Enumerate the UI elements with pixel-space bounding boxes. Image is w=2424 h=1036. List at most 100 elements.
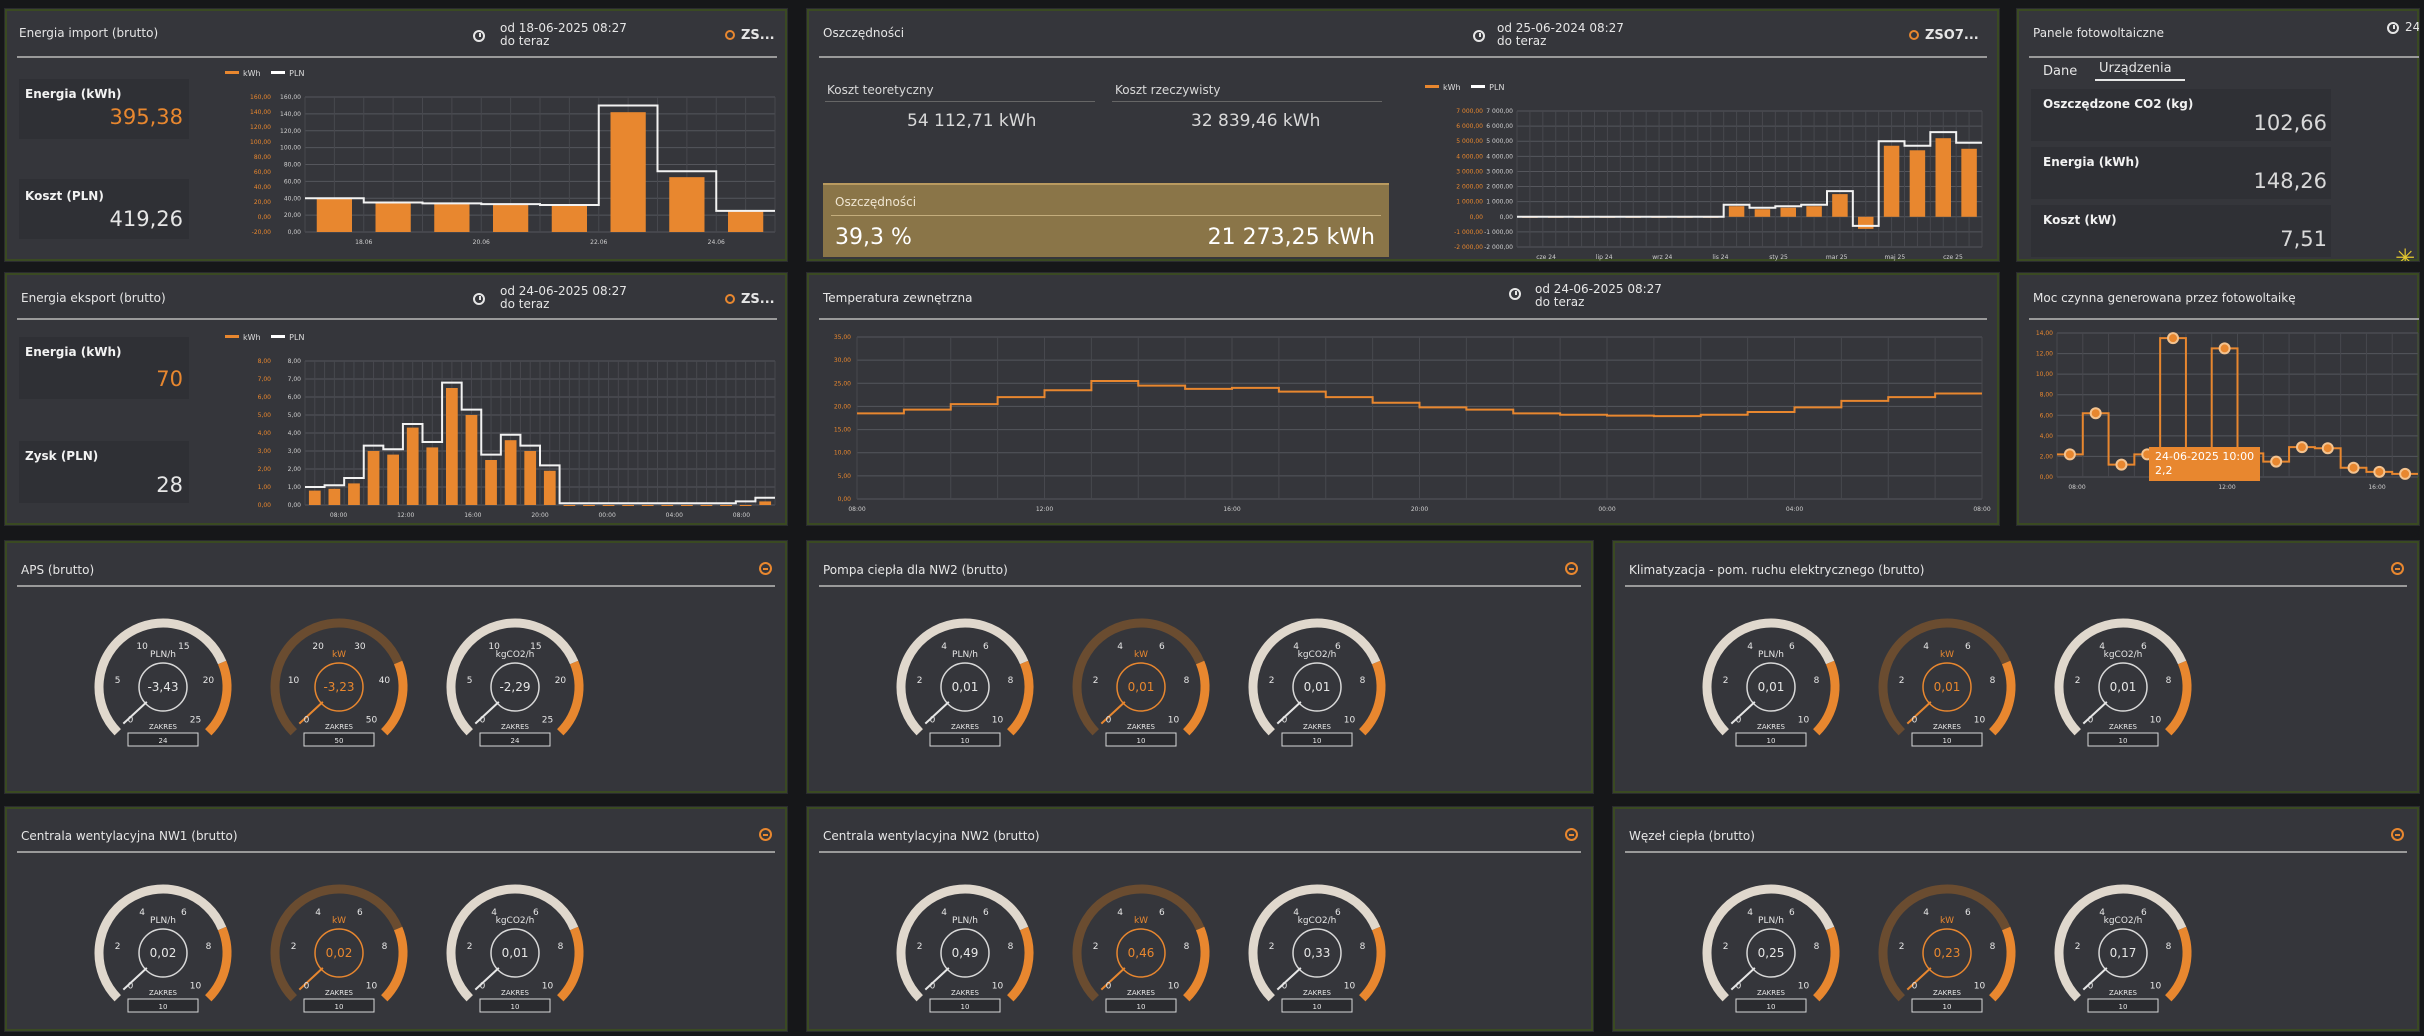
range-label: ZAKRES xyxy=(1933,723,1961,731)
y2-tick-label: 0,00 xyxy=(1470,214,1484,221)
gauge-tick-label: 10 xyxy=(190,982,202,992)
bar xyxy=(1961,148,1977,217)
gauge-tick-label: 8 xyxy=(206,942,212,952)
bar xyxy=(739,505,752,506)
divider xyxy=(819,318,1987,320)
gauge-needle xyxy=(1730,701,1756,725)
y2-tick-label: 6 000,00 xyxy=(1456,123,1483,130)
date-range[interactable]: od 24-06-2025 08:27 do teraz xyxy=(1535,282,1662,309)
gauge-tick-label: 4 xyxy=(315,908,321,918)
gauge-tick-label: 2 xyxy=(115,942,121,952)
date-range[interactable]: od 18-06-2025 08:27 do teraz xyxy=(500,21,627,48)
gauge-tick-label: 4 xyxy=(1747,908,1753,918)
energy-import-panel: Energia import (brutto) od 18-06-2025 08… xyxy=(4,8,788,262)
range-value: 10 xyxy=(1313,1003,1322,1011)
gauge-value: -3,23 xyxy=(323,680,354,694)
panel-options-icon[interactable] xyxy=(2391,562,2404,575)
gauge-tick-label: 15 xyxy=(530,642,541,652)
gauge-tick-label: 10 xyxy=(1798,716,1810,726)
sun-icon[interactable]: ✳ xyxy=(2395,244,2416,262)
gauge-tick-label: 2 xyxy=(2075,942,2081,952)
x-tick-label: mar 25 xyxy=(1826,254,1848,261)
chart-legend: kWh PLN xyxy=(217,69,304,78)
bar xyxy=(1728,206,1745,217)
y2-tick-label: -20,00 xyxy=(252,229,272,236)
gauge: 0 2 4 6 8 10 PLN/h 0,01 ZAKRES 10 xyxy=(1702,618,1840,747)
panel-title: Energia eksport (brutto) xyxy=(21,291,166,305)
divider xyxy=(1625,851,2407,853)
panel-options-icon[interactable] xyxy=(1565,562,1578,575)
y-tick-label: -1 000,00 xyxy=(1484,229,1513,236)
bar xyxy=(328,488,341,505)
gauge-value: 0,33 xyxy=(1304,946,1331,960)
metric-value: 395,38 xyxy=(109,105,183,129)
gauge-tick-label: 5 xyxy=(115,676,121,686)
actual-cost-label: Koszt rzeczywisty xyxy=(1115,83,1221,97)
y-tick-label: 7,00 xyxy=(288,376,302,383)
panel-options-icon[interactable] xyxy=(759,828,772,841)
energy-export-panel: Energia eksport (brutto) od 24-06-2025 0… xyxy=(4,272,788,526)
gauge: 0 5 10 15 20 25 PLN/h -3,43 ZAKRES 24 xyxy=(94,618,232,747)
device-tag[interactable]: ZS... xyxy=(725,28,775,43)
metric-card: Oszczędzone CO2 (kg) 102,66 xyxy=(2031,89,2331,141)
gauge-tick-label: 8 xyxy=(1008,942,1014,952)
gauge-center xyxy=(1292,662,1342,712)
panel-options-icon[interactable] xyxy=(1565,828,1578,841)
metric-label: Oszczędzone CO2 (kg) xyxy=(2043,97,2194,111)
panel-title: Moc czynna generowana przez fotowoltaikę xyxy=(2033,291,2296,305)
gauge-tick-label: 8 xyxy=(1990,676,1996,686)
gauge-warning-zone xyxy=(1358,660,1386,736)
y-tick-label: 40,00 xyxy=(284,195,301,202)
date-range[interactable]: od 25-06-2024 08:27 do teraz xyxy=(1497,21,1624,48)
gauge-tick-label: 10 xyxy=(1168,716,1180,726)
date-range[interactable]: od 24-06-2025 08:27 do teraz xyxy=(500,284,627,311)
device-tag[interactable]: ZSO7... xyxy=(1909,28,1979,43)
gauge-center xyxy=(1292,928,1342,978)
gauge-value: 0,02 xyxy=(326,946,353,960)
gauge-center xyxy=(314,928,364,978)
range-label: ZAKRES xyxy=(325,989,353,997)
tab-data[interactable]: Dane xyxy=(2043,64,2078,79)
gauge-tick-label: 0 xyxy=(480,716,486,726)
range-label: ZAKRES xyxy=(149,989,177,997)
gauge-track xyxy=(896,884,1029,1002)
y2-tick-label: 4,00 xyxy=(258,430,272,437)
range-value: 24 xyxy=(511,737,520,745)
gauge-warning-zone xyxy=(556,926,584,1002)
range-input xyxy=(303,732,375,747)
panel-options-icon[interactable] xyxy=(759,562,772,575)
gauge-unit: PLN/h xyxy=(952,916,978,926)
device-icon xyxy=(725,30,735,40)
range-label: ZAKRES xyxy=(1757,723,1785,731)
gauge-value: 0,49 xyxy=(952,946,979,960)
device-icon xyxy=(725,294,735,304)
y-tick-label: 8,00 xyxy=(2040,392,2054,399)
bar xyxy=(759,501,772,505)
y-tick-label: 4,00 xyxy=(288,430,302,437)
bar xyxy=(316,198,352,232)
x-tick-label: 12:00 xyxy=(397,512,414,519)
y2-tick-label: 120,00 xyxy=(250,124,271,131)
gauge-unit: kgCO2/h xyxy=(1298,916,1337,926)
gauge-center xyxy=(1116,662,1166,712)
x-tick-label: 08:00 xyxy=(848,506,865,513)
x-tick-label: 08:00 xyxy=(2068,484,2085,491)
date-range[interactable]: 24 xyxy=(2405,20,2420,34)
savings-label: Oszczędności xyxy=(835,195,917,209)
data-point xyxy=(2321,442,2334,455)
range-input xyxy=(2087,732,2159,747)
panel-options-icon[interactable] xyxy=(2391,828,2404,841)
gauge-tick-label: 4 xyxy=(2099,642,2105,652)
gauge-tick-label: 10 xyxy=(992,716,1004,726)
x-tick-label: 08:00 xyxy=(733,512,750,519)
tab-devices[interactable]: Urządzenia xyxy=(2099,61,2172,76)
device-tag[interactable]: ZS... xyxy=(725,292,775,307)
range-input xyxy=(2087,998,2159,1013)
gauge-panel: APS (brutto) 0 5 10 15 20 25 PLN/h -3,43 ZAKRES 24… xyxy=(4,540,788,794)
metric-label: Energia (kWh) xyxy=(2043,155,2140,169)
divider xyxy=(819,585,1581,587)
metric-label: Energia (kWh) xyxy=(25,87,122,101)
range-label: ZAKRES xyxy=(1303,723,1331,731)
clock-icon xyxy=(1473,30,1485,42)
gauge-warning-zone xyxy=(1812,660,1840,736)
